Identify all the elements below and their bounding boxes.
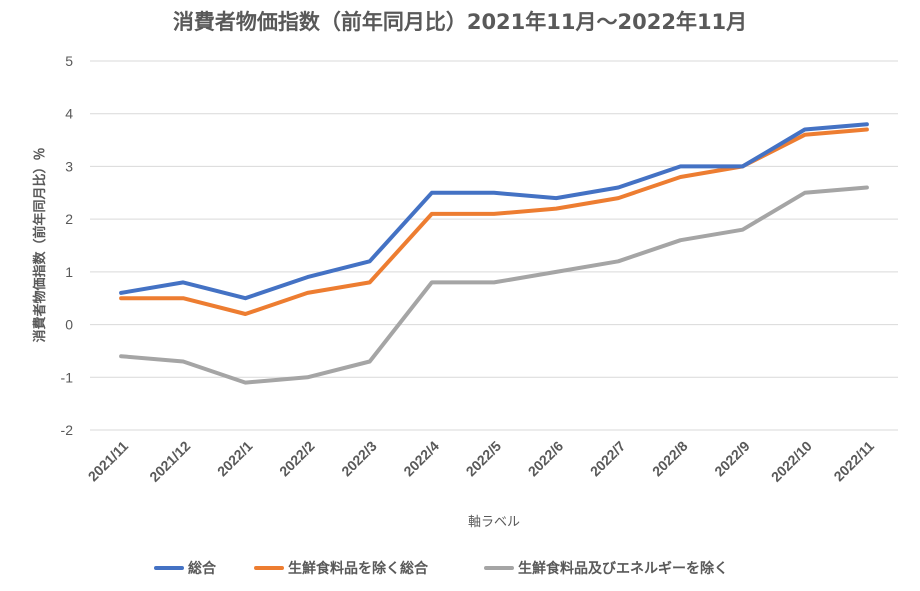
gridlines [90, 60, 898, 431]
x-tick-label: 2021/12 [146, 438, 193, 485]
y-tick-label: 2 [65, 211, 73, 227]
y-tick-label: -1 [61, 369, 74, 385]
x-tick-label: 2022/7 [587, 438, 629, 480]
y-axis-label: 消費者物価指数（前年同月比）％ [32, 147, 48, 342]
y-tick-label: -2 [61, 422, 74, 438]
x-axis-label: 軸ラベル [468, 515, 520, 530]
x-tick-label: 2021/11 [85, 438, 132, 485]
legend-label: 生鮮食料品を除く総合 [288, 560, 429, 577]
y-tick-label: 0 [65, 317, 73, 333]
x-tick-label: 2022/6 [525, 438, 567, 480]
y-tick-label: 4 [65, 106, 73, 122]
series-line [119, 122, 869, 301]
chart-title: 消費者物価指数（前年同月比）2021年11月～2022年11月 [173, 10, 747, 34]
x-tick-label: 2022/3 [338, 438, 380, 480]
y-tick-label: 3 [65, 158, 73, 174]
x-tick-labels: 2021/11 2021/12 2022/1 2022/2 2022/3 2022/4 20… [85, 438, 878, 485]
x-tick-label: 2022/1 [214, 438, 256, 480]
y-tick-labels: -2 -1 0 1 2 3 4 5 [61, 53, 74, 438]
x-tick-label: 2022/10 [768, 438, 815, 485]
y-tick-label: 5 [65, 53, 73, 69]
x-tick-label: 2022/9 [711, 438, 753, 480]
y-tick-label: 1 [65, 264, 73, 280]
x-tick-label: 2022/8 [649, 438, 691, 480]
legend-label: 総合 [188, 560, 217, 577]
legend: 総合 生鮮食料品を除く総合 生鮮食料品及びエネルギーを除く [154, 560, 728, 577]
x-tick-label: 2022/5 [463, 438, 505, 480]
series-line [119, 185, 869, 385]
x-tick-label: 2022/2 [276, 438, 318, 480]
legend-label: 生鮮食料品及びエネルギーを除く [518, 560, 728, 577]
x-tick-label: 2022/11 [830, 438, 877, 485]
x-tick-label: 2022/4 [400, 438, 442, 480]
series-lines [119, 122, 869, 385]
